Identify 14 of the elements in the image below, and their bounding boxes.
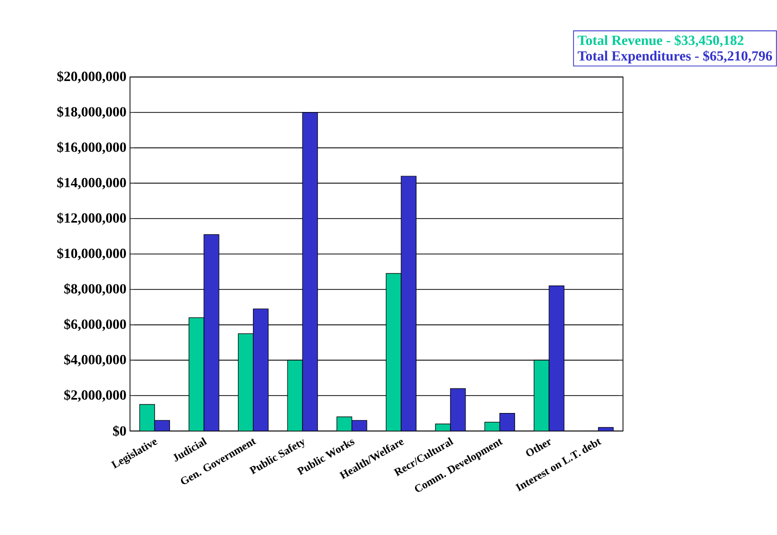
y-tick-label: $14,000,000	[57, 177, 126, 190]
y-tick-label: $0	[113, 425, 126, 437]
y-tick-label: $12,000,000	[57, 212, 126, 225]
x-tick-label: Other	[526, 439, 552, 456]
text: Total Expenditures - $65,210,796	[578, 50, 772, 64]
y-tick-label: $16,000,000	[57, 142, 126, 154]
y-tick-label: $10,000,000	[57, 248, 126, 260]
y-tick-label: $2,000,000	[64, 389, 126, 402]
y-tick-label: $4,000,000	[64, 354, 126, 366]
text: Total Revenue - $33,450,182	[578, 34, 744, 48]
y-tick-label: $18,000,000	[57, 106, 126, 119]
y-tick-label: $6,000,000	[64, 318, 126, 331]
y-tick-label: $20,000,000	[57, 70, 126, 84]
y-tick-label: $8,000,000	[64, 283, 126, 296]
